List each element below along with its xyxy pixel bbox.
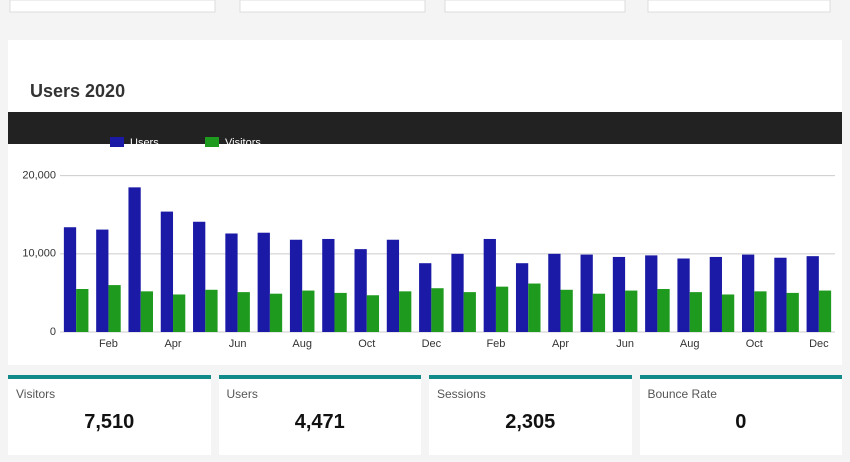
- bar: [76, 289, 89, 332]
- bar: [451, 253, 464, 332]
- bar: [205, 289, 218, 332]
- x-tick-label: Jun: [616, 338, 634, 350]
- legend-label: Visitors: [225, 137, 261, 149]
- bar: [366, 295, 380, 332]
- bar: [431, 288, 444, 332]
- bar: [806, 256, 819, 332]
- x-tick-label: Feb: [99, 338, 118, 350]
- bar: [774, 257, 787, 332]
- bar: [677, 258, 690, 332]
- toolbar: [8, 112, 842, 144]
- bar: [289, 239, 303, 332]
- bar: [548, 253, 561, 332]
- bar: [580, 254, 593, 332]
- bar: [818, 290, 832, 332]
- bar: [302, 290, 315, 332]
- bar: [786, 292, 799, 332]
- bar: [709, 256, 722, 332]
- stat-card: Bounce Rate 0: [639, 375, 842, 455]
- stat-label: Visitors: [16, 387, 56, 401]
- stat-value: 7,510: [84, 411, 135, 433]
- stats: Visitors 7,510 Users 4,471 Sessions 2,305 Boun…: [8, 375, 842, 455]
- stat-card: Visitors 7,510: [8, 375, 211, 455]
- bar: [96, 229, 109, 332]
- tab[interactable]: [647, 0, 831, 13]
- tab[interactable]: [239, 0, 426, 13]
- bar: [108, 285, 121, 332]
- bar: [657, 289, 670, 332]
- bar: [612, 256, 626, 332]
- tab[interactable]: [444, 0, 626, 13]
- bar: [742, 254, 755, 332]
- tab[interactable]: [9, 0, 216, 13]
- x-tick-label: Aug: [292, 338, 312, 350]
- dashboard: Users 2020 Users Visitors 0 10,000 20,000 Feb…: [8, 0, 842, 365]
- x-tick-label: Jun: [229, 338, 247, 350]
- bar: [257, 232, 270, 332]
- x-tick-label: Dec: [422, 338, 442, 350]
- bar: [419, 263, 432, 332]
- bar: [128, 187, 141, 332]
- bar: [63, 227, 77, 332]
- x-tick-label: Oct: [746, 338, 763, 350]
- bar: [193, 221, 206, 332]
- legend-swatch: [110, 137, 124, 147]
- bar: [625, 290, 638, 332]
- bar: [354, 249, 367, 332]
- x-tick-label: Apr: [164, 338, 181, 350]
- stat-card: Sessions 2,305: [429, 375, 632, 455]
- bar: [515, 263, 529, 332]
- bar: [399, 291, 412, 332]
- bar: [322, 238, 335, 332]
- x-tick-label: Oct: [358, 338, 375, 350]
- bar: [483, 238, 496, 332]
- bar: [592, 293, 606, 332]
- x-tick-label: Feb: [486, 338, 505, 350]
- legend-swatch: [205, 137, 219, 147]
- stat-label: Users: [226, 387, 258, 401]
- x-tick-label: Aug: [680, 338, 700, 350]
- bar: [225, 233, 238, 332]
- x-tick-label: Dec: [809, 338, 829, 350]
- bar: [173, 294, 186, 332]
- stat-label: Sessions: [437, 387, 486, 401]
- x-tick-label: Apr: [552, 338, 569, 350]
- bar: [560, 289, 573, 332]
- stat-label: Bounce Rate: [647, 387, 717, 401]
- bar: [140, 291, 153, 332]
- stat-value: 2,305: [505, 411, 556, 433]
- bar: [386, 239, 400, 332]
- bar: [645, 255, 658, 332]
- y-tick-label: 0: [50, 326, 56, 338]
- panel-title: Users 2020: [30, 81, 125, 101]
- bar: [160, 211, 174, 332]
- bar: [269, 293, 283, 332]
- y-tick-label: 20,000: [22, 170, 56, 182]
- stat-value: 0: [735, 411, 747, 433]
- bar: [463, 292, 476, 332]
- bar: [334, 292, 347, 332]
- bar: [237, 292, 250, 332]
- stat-value: 4,471: [294, 411, 345, 433]
- bar: [495, 286, 509, 332]
- bar: [689, 292, 702, 332]
- bar: [754, 291, 767, 332]
- bar: [528, 283, 541, 332]
- stat-card: Users 4,471: [218, 375, 421, 455]
- bar: [721, 294, 735, 332]
- legend-label: Users: [130, 137, 159, 149]
- y-tick-label: 10,000: [22, 248, 56, 260]
